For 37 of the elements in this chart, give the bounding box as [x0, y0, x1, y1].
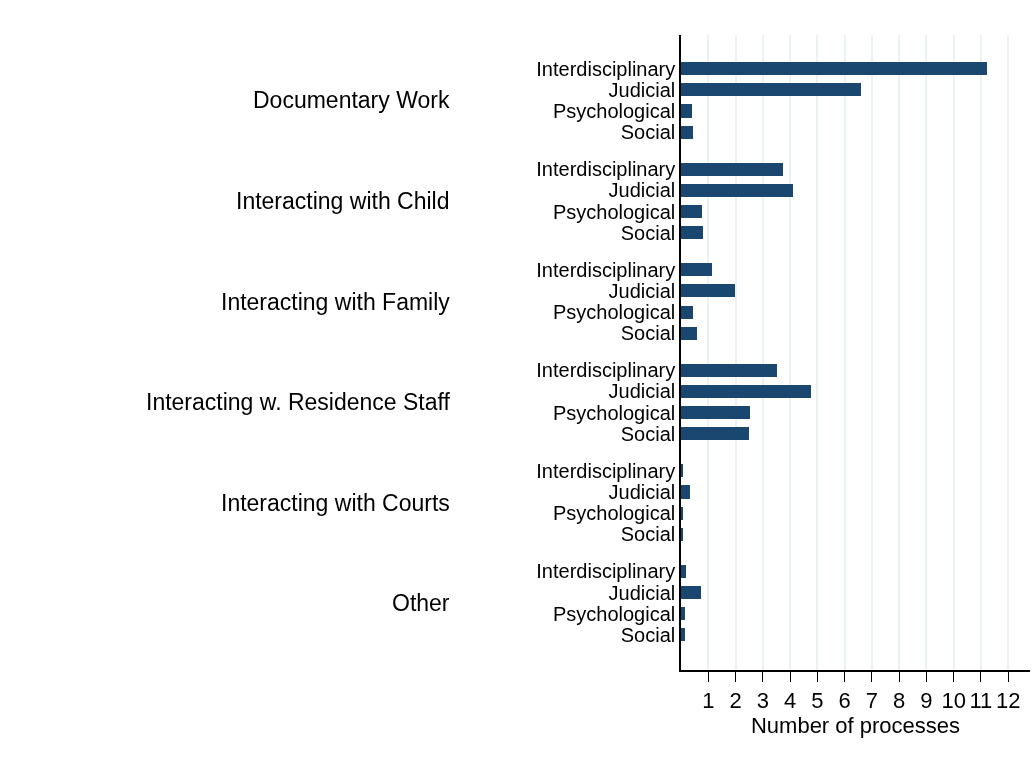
x-tick-label: 3 — [756, 688, 769, 714]
y-tick-label: Interdisciplinary — [536, 560, 676, 583]
text: Other — [392, 590, 450, 616]
y-tick-label: Social — [620, 121, 676, 144]
y-tick-label: Social — [620, 322, 676, 345]
x-tick-label: 8 — [893, 688, 906, 714]
y-tick-label: Interdisciplinary — [536, 459, 676, 482]
x-tick-label: 6 — [838, 688, 851, 714]
y-tick-label: Social — [620, 523, 676, 546]
y-tick-label: Psychological — [552, 602, 676, 625]
x-tick-label: 10 — [941, 688, 966, 714]
text: Interacting with Courts — [221, 490, 450, 516]
text: Interacting with Family — [221, 289, 451, 315]
text: Interacting with Child — [236, 188, 450, 214]
y-tick-label: Interdisciplinary — [536, 158, 676, 181]
x-tick-label: 5 — [811, 688, 824, 714]
x-tick-label: 11 — [969, 688, 993, 714]
text: Interacting w. Residence Staff — [146, 389, 451, 415]
y-tick-label: Psychological — [552, 301, 676, 324]
y-tick-label: Psychological — [552, 200, 676, 223]
y-tick-label: Judicial — [608, 581, 676, 604]
y-tick-label: Interdisciplinary — [536, 258, 676, 281]
x-tick-label: 7 — [865, 688, 878, 714]
x-tick-label: 1 — [702, 688, 715, 714]
x-tick-label: 4 — [783, 688, 797, 714]
y-tick-label: Interdisciplinary — [536, 57, 676, 80]
x-tick-label: 9 — [920, 688, 933, 714]
y-tick-label: Psychological — [552, 502, 676, 525]
y-tick-label: Interdisciplinary — [536, 359, 676, 382]
y-tick-label: Psychological — [552, 401, 676, 424]
x-axis-title: Number of processes — [750, 713, 961, 739]
y-tick-label: Judicial — [608, 380, 676, 403]
x-tick-label: 12 — [995, 688, 1021, 714]
y-tick-label: Psychological — [552, 100, 676, 123]
text: Documentary Work — [253, 87, 450, 113]
y-tick-label: Judicial — [608, 179, 676, 202]
x-tick-label: 2 — [729, 688, 742, 714]
